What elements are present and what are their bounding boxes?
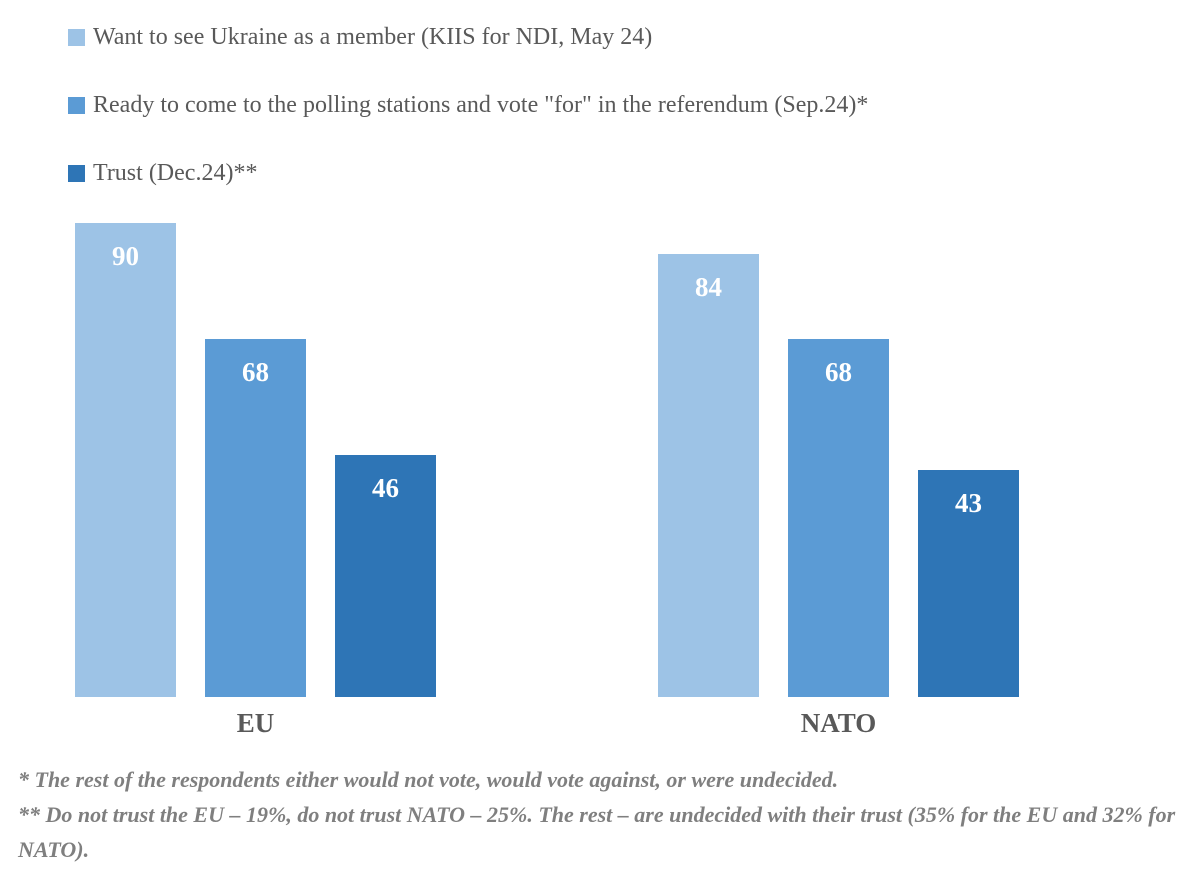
legend-swatch-medium-blue-icon — [68, 96, 85, 114]
legend-label-trust: Trust (Dec.24)** — [93, 159, 258, 186]
legend-swatch-light-blue-icon — [68, 28, 85, 46]
legend-swatch-dark-blue-icon — [68, 164, 85, 182]
bar-value-label: 46 — [372, 473, 399, 503]
footnotes: * The rest of the respondents either wou… — [18, 762, 1182, 867]
bar-group-eu: 90 68 46 — [75, 223, 436, 697]
bar-nato-series-3: 43 — [918, 470, 1019, 697]
footnote-trust: ** Do not trust the EU – 19%, do not tru… — [18, 802, 1176, 862]
category-label-nato: NATO — [800, 708, 877, 738]
bar-value-label: 84 — [695, 272, 722, 302]
bar-eu-series-3: 46 — [335, 455, 436, 697]
legend-label-referendum: Ready to come to the polling stations an… — [93, 91, 869, 118]
legend-item-referendum: Ready to come to the polling stations an… — [68, 90, 868, 120]
bar-value-label: 90 — [112, 241, 139, 271]
bar-nato-series-1: 84 — [658, 254, 759, 697]
bar-group-nato: 84 68 43 — [658, 254, 1019, 697]
bar-chart-plot-area: 90 68 46 84 68 43 — [0, 170, 1194, 697]
footnote-referendum: * The rest of the respondents either wou… — [18, 767, 839, 792]
bar-value-label: 68 — [242, 357, 269, 387]
bar-nato-series-2: 68 — [788, 339, 889, 697]
bar-eu-series-1: 90 — [75, 223, 176, 697]
chart-legend: Want to see Ukraine as a member (KIIS fo… — [68, 22, 868, 226]
legend-item-trust: Trust (Dec.24)** — [68, 158, 868, 188]
category-label-eu: EU — [236, 708, 275, 738]
bar-eu-series-2: 68 — [205, 339, 306, 697]
bar-value-label: 43 — [955, 488, 982, 518]
bar-value-label: 68 — [825, 357, 852, 387]
legend-label-member: Want to see Ukraine as a member (KIIS fo… — [93, 23, 653, 50]
legend-item-member: Want to see Ukraine as a member (KIIS fo… — [68, 22, 868, 52]
